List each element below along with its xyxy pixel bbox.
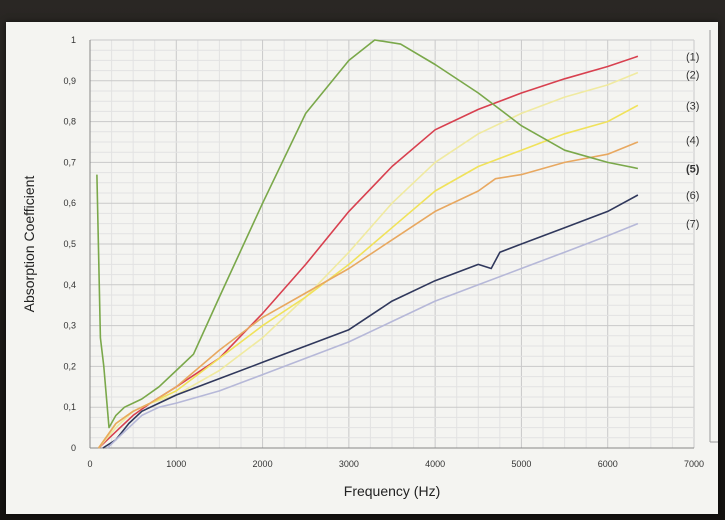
x-tick-label: 4000 — [425, 459, 445, 469]
legend-entry: (4) — [686, 135, 699, 147]
grid — [89, 39, 695, 449]
x-tick-label: 5000 — [511, 459, 531, 469]
legend-entry: (6) — [686, 190, 699, 202]
legend-entry: (2) — [686, 70, 699, 82]
axes: 0 1000 2000 3000 4000 5000 6000 7000 0 0,1 0,2 0,3 0… — [63, 35, 704, 469]
y-tick-label: 0,5 — [63, 239, 76, 249]
legend: (1) (2) (3) (4) (5) (6) (7) — [686, 30, 718, 443]
y-tick-label: 0,8 — [63, 117, 76, 127]
x-tick-label: 2000 — [253, 459, 273, 469]
series-lines — [96, 39, 639, 449]
x-tick-label: 3000 — [339, 459, 359, 469]
legend-entry: (1) — [686, 51, 699, 63]
y-tick-label: 0,3 — [63, 321, 76, 331]
x-axis-title: Frequency (Hz) — [344, 483, 440, 499]
series-line — [106, 222, 639, 449]
series-line — [102, 194, 639, 449]
y-tick-label: 0,7 — [63, 157, 76, 167]
y-tick-label: 0,9 — [63, 76, 76, 86]
x-tick-label: 7000 — [684, 459, 704, 469]
y-tick-label: 0,2 — [63, 361, 76, 371]
y-tick-label: 1 — [71, 35, 76, 45]
x-tick-label: 6000 — [598, 459, 618, 469]
series-line — [97, 71, 639, 449]
y-tick-label: 0 — [71, 443, 76, 453]
legend-entry: (5) — [686, 164, 700, 176]
series-line — [97, 141, 639, 449]
absorption-chart: 0 1000 2000 3000 4000 5000 6000 7000 0 0,1 0,2 0,3 0… — [21, 30, 718, 499]
series-line — [98, 55, 639, 449]
y-axis-title: Absorption Coefficient — [21, 176, 37, 313]
series-line — [96, 39, 639, 429]
y-tick-label: 0,6 — [63, 198, 76, 208]
y-tick-label: 0,4 — [63, 280, 76, 290]
y-tick-label: 0,1 — [63, 402, 76, 412]
legend-entry: (7) — [686, 219, 699, 231]
chart-paper: 0 1000 2000 3000 4000 5000 6000 7000 0 0,1 0,2 0,3 0… — [6, 22, 718, 514]
legend-entry: (3) — [686, 100, 699, 112]
x-tick-label: 0 — [87, 459, 92, 469]
x-tick-label: 1000 — [166, 459, 186, 469]
